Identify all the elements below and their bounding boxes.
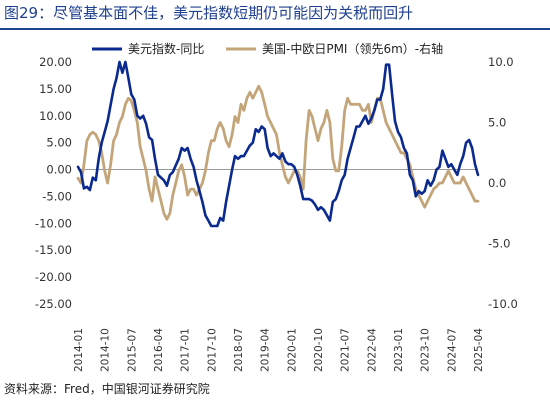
x-tick-label: 2015-07 [126,328,138,372]
x-tick-label: 2018-07 [233,328,245,372]
left-y-tick-label: 20.00 [39,55,72,69]
x-tick-label: 2017-10 [206,328,218,372]
dual-axis-line-chart: 美元指数-同比 美国-中欧日PMI（领先6m）-右轴 20.00 15.00 10.… [35,41,518,372]
legend: 美元指数-同比 美国-中欧日PMI（领先6m）-右轴 [92,41,443,56]
x-tick-label: 2020-10 [313,328,325,372]
x-tick-label: 2021-07 [340,328,352,372]
x-tick-label: 2014-10 [100,328,112,372]
left-y-tick-label: -5.00 [42,189,72,203]
x-tick-label: 2023-01 [393,328,405,372]
right-y-axis: 10.0 5.0 0.0 -5.0 -10.0 [488,55,518,311]
x-axis: 2014-01 2014-10 2015-07 2016-04 2017-01 2017-… [73,169,485,372]
right-y-tick-label: 10.0 [488,55,514,69]
page-title: 图29：尽管基本面不佳，美元指数短期仍可能因为关税而回升 [4,4,414,22]
left-y-tick-label: -25.00 [35,297,72,311]
legend-label-pmi-spread: 美国-中欧日PMI（领先6m）-右轴 [262,41,443,56]
left-y-tick-label: 10.00 [39,109,72,123]
right-y-tick-label: 5.0 [488,116,506,130]
series-line-pmi-spread [76,84,480,221]
left-y-tick-label: -15.00 [35,243,72,257]
left-y-tick-label: 15.00 [39,82,72,96]
x-tick-label: 2020-01 [286,328,298,372]
x-tick-label: 2024-07 [446,328,458,372]
left-y-tick-label: 0.00 [46,163,72,177]
x-tick-label: 2023-10 [420,328,432,372]
x-tick-label: 2025-04 [473,328,485,372]
x-tick-label: 2014-01 [73,328,85,372]
series-layer [76,60,480,228]
title-underline [0,28,550,30]
x-tick-label: 2022-04 [366,328,378,372]
legend-label-usd-index: 美元指数-同比 [128,41,204,56]
left-y-tick-label: 5.00 [46,136,72,150]
left-y-axis: 20.00 15.00 10.00 5.00 0.00 -5.00 -10.00 -15.00… [35,55,72,311]
right-y-tick-label: -10.0 [488,297,518,311]
right-y-tick-label: 0.0 [488,176,506,190]
series-line-usd-index [76,60,480,228]
left-y-tick-label: -10.00 [35,216,72,230]
x-tick-label: 2019-04 [260,328,272,372]
source-note: 资料来源：Fred，中国银河证券研究院 [4,382,210,396]
left-y-tick-label: -20.00 [35,270,72,284]
right-y-tick-label: -5.0 [488,237,510,251]
x-tick-label: 2016-04 [153,328,165,372]
x-tick-label: 2017-01 [180,328,192,372]
